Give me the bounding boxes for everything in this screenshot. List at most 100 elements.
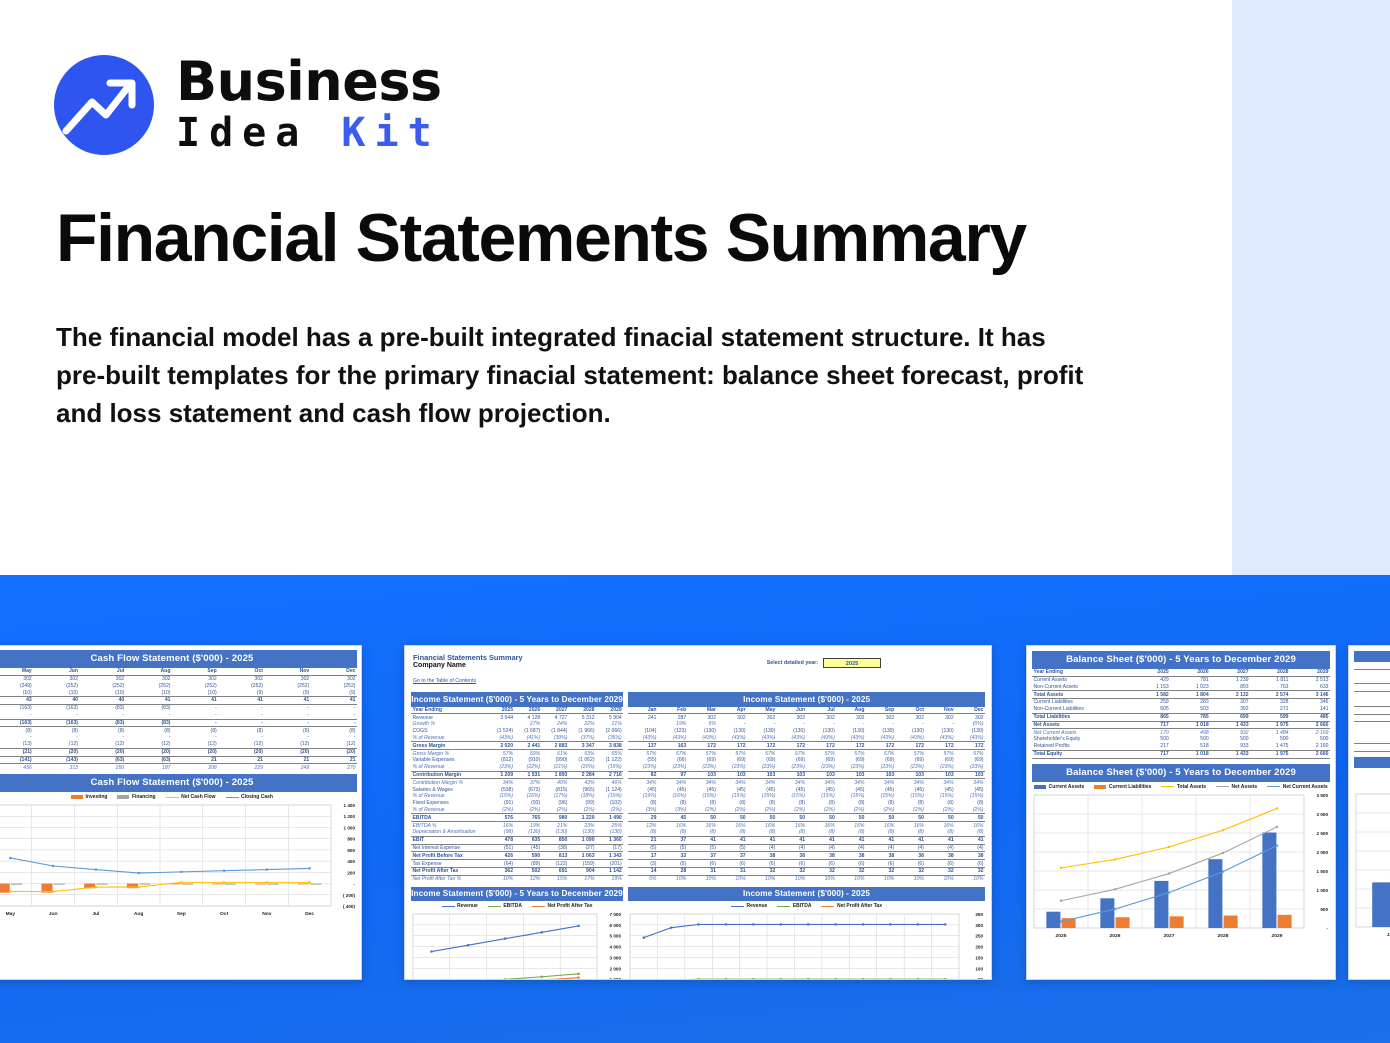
- table-cell: 41: [925, 835, 956, 845]
- table-cell: 865: [1130, 712, 1171, 722]
- table-cell: 635: [514, 835, 542, 845]
- table-cell: (43%): [732, 734, 746, 741]
- table-cell: 50: [955, 813, 985, 823]
- table-row: (13) (12) (12) (12) (12) (12) (12) (12): [0, 741, 357, 748]
- table-cell: (20): [79, 747, 126, 757]
- table-cell: (8): [71, 727, 78, 734]
- table-row: May Jun Jul Aug Sep Oct Nov Dec: [0, 668, 357, 676]
- year-selector-input[interactable]: 2025: [823, 658, 881, 668]
- chart-svg: 35030025020015010050-JanFebMarAprMayJunJ…: [629, 912, 983, 979]
- svg-text:2 000: 2 000: [1317, 850, 1329, 855]
- row-label: Gross Margin: [411, 741, 488, 751]
- legend-swatch: [821, 905, 835, 907]
- table-cell: (19%): [608, 764, 622, 771]
- table-row: 6% 10% 10% 10% 10% 10% 10% 10% 10% 10% 10% 10%: [628, 875, 985, 882]
- table-cell: 2 020: [487, 741, 515, 751]
- table-cell: (2%): [556, 806, 568, 813]
- table-cell: 34%: [735, 779, 746, 786]
- table-cell: 41: [866, 835, 896, 845]
- chart-marker: [540, 975, 543, 978]
- table-cell: 1 343: [596, 851, 624, 861]
- screenshot-cash-flow[interactable]: Cash Flow Statement ($'000) - 2025 May Ju…: [0, 645, 362, 980]
- chart-marker: [861, 923, 865, 926]
- chart-marker: [308, 867, 311, 870]
- table-cell: 2 132: [1210, 690, 1251, 700]
- table-row: (8) (8) (8) (8) (8) (8) (8) (8) (8) (8) (8) (8): [628, 800, 985, 807]
- table-cell: (20): [218, 747, 265, 757]
- table-cell: (2%): [972, 806, 984, 813]
- table-row: COGS (1 524) (1 687) (1 844) (1 966) (2 066): [411, 728, 623, 735]
- row-label: Total Liabilities: [1032, 712, 1131, 722]
- table-row: Salaries & Wages (538) (673) (815) (965) (1 1…: [411, 786, 623, 793]
- table-cell: 12%: [530, 876, 541, 883]
- table-cell: (12): [253, 741, 263, 748]
- table-cell: (45): [796, 786, 806, 793]
- cashflow-chart-legend: Investing Financing Net Cash Flow Closing C…: [0, 792, 357, 801]
- table-cell: (16%): [672, 793, 687, 800]
- screenshot-balance-sheet-extra[interactable]: Jan1 1741241 297936927865121 08150012512…: [1348, 645, 1390, 980]
- table-cell: (12): [346, 741, 356, 748]
- legend-label: Revenue: [457, 903, 478, 910]
- table-cell: 172: [687, 741, 718, 751]
- table-cell: 2 160: [1315, 743, 1329, 750]
- table-cell: 500: [1160, 736, 1169, 743]
- row-label: Salaries & Wages: [412, 786, 453, 793]
- table-row: 12% 16% 16% 16% 16% 16% 16% 16% 16% 16% 16% 16%: [628, 822, 985, 829]
- table-cell: (69): [974, 757, 984, 764]
- table-cell: 1 360: [596, 835, 624, 845]
- table-cell: (5): [679, 844, 687, 851]
- screenshot-balance-sheet[interactable]: Balance Sheet ($'000) - 5 Years to Decem…: [1026, 645, 1336, 980]
- table-row: (8) (8) (8) (8) (8) (8) (8) (8) (8) (8) (8) (8): [628, 829, 985, 836]
- table-cell: (0%): [972, 721, 984, 728]
- table-cell: -: [218, 718, 265, 728]
- table-cell: (3%): [645, 806, 657, 813]
- legend-swatch: [1161, 786, 1175, 788]
- table-cell: (252): [297, 682, 310, 689]
- table-cell: 1 804: [1170, 690, 1211, 700]
- row-label: Total Assets: [1032, 690, 1131, 700]
- svg-text:2026: 2026: [1110, 933, 1121, 939]
- table-cell: (252): [204, 682, 217, 689]
- row-label: Contribution Margin: [411, 770, 488, 780]
- table-cell: 21: [628, 835, 658, 845]
- table-cell: (23%): [791, 764, 806, 771]
- svg-text:1 500: 1 500: [1317, 869, 1329, 874]
- table-cell: (4): [977, 844, 984, 851]
- table-cell: 2 660: [1290, 720, 1330, 730]
- table-cell: 22%: [584, 721, 595, 728]
- table-cell: (3): [650, 860, 657, 867]
- table-cell: -: [310, 718, 357, 728]
- table-cell: 763: [1280, 683, 1289, 690]
- table-cell: (8): [917, 800, 924, 807]
- table-cell: 34%: [854, 779, 865, 786]
- table-cell: (143): [33, 755, 80, 765]
- screenshot-financial-summary[interactable]: Financial Statements Summary Company Nam…: [404, 645, 992, 980]
- table-cell: 27%: [530, 721, 541, 728]
- table-cell: 283: [1200, 699, 1209, 706]
- column-header: Aug: [836, 706, 866, 715]
- table-cell: (6): [709, 860, 716, 867]
- legend-item: Current Assets: [1034, 784, 1084, 790]
- chart-bar: [297, 883, 310, 885]
- table-cell: [628, 721, 658, 728]
- svg-text:-: -: [353, 882, 355, 887]
- svg-text:Jul: Jul: [92, 911, 100, 917]
- table-cell: -: [261, 712, 263, 719]
- table-cell: (4): [769, 844, 776, 851]
- row-label: Non-Current Liabilities: [1033, 706, 1084, 713]
- table-cell: 5%: [708, 721, 716, 728]
- column-header: Aug: [125, 668, 172, 676]
- row-label: % of Revenue: [412, 806, 445, 813]
- table-cell: 57%: [675, 750, 687, 757]
- table-cell: 57%: [705, 750, 716, 757]
- table-cell: (130): [528, 829, 541, 836]
- chart-marker: [944, 923, 947, 926]
- table-cell: (43%): [499, 734, 514, 741]
- table-cell: (8): [349, 727, 356, 734]
- chart-bar: [139, 883, 151, 885]
- table-cell: (2%): [794, 806, 806, 813]
- table-of-contents-link[interactable]: Go to the Table of Contents: [413, 678, 477, 684]
- table-cell: 512: [1354, 742, 1390, 752]
- table-cell: 57%: [943, 750, 954, 757]
